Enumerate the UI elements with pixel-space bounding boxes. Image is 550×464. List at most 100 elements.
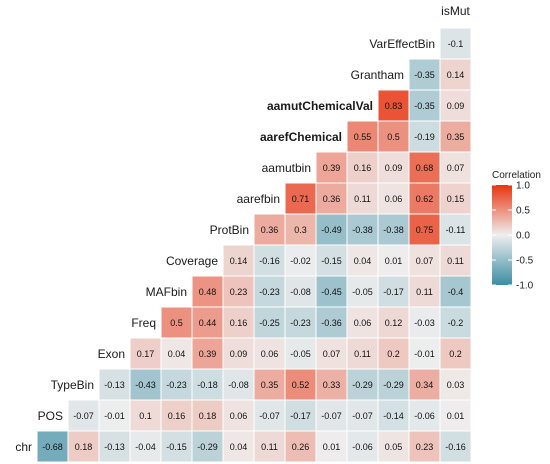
cell-value-label: 0.06 [261,349,279,359]
cell-value-label: -0.23 [166,380,187,390]
heatmap-cell [439,244,472,277]
heatmap-cell [315,399,348,432]
heatmap-row-labels: VarEffectBin Grantham aamutChemicalVal aare… [15,37,435,454]
legend-tick-label: -0.5 [516,256,534,267]
cell-value-label: 0.04 [168,349,186,359]
heatmap-cell [191,306,224,339]
cell-value-label: -0.43 [135,380,156,390]
legend-tick-label: 0.5 [516,206,530,217]
cell-value-label: -0.05 [352,287,373,297]
cell-value-label: -0.03 [414,318,435,328]
cell-value-label: 0.11 [354,349,371,359]
cell-value-label: 0.03 [447,380,465,390]
heatmap-cell [98,368,131,401]
cell-value-label: -0.06 [352,442,373,452]
heatmap-cell [67,430,100,463]
row-label: Freq [131,316,156,330]
legend-tick-label: 0.0 [516,231,530,242]
cell-value-label: 0.11 [447,256,464,266]
cell-value-label: -0.07 [352,411,373,421]
cell-value-label: 0.04 [230,442,248,452]
cell-value-label: 0.16 [354,163,372,173]
cell-value-label: 0.11 [416,287,433,297]
heatmap-cell [315,182,348,215]
cell-value-label: 0.07 [416,256,434,266]
heatmap-cell [408,58,441,91]
heatmap-cell [346,368,379,401]
heatmap-cell [36,430,69,463]
heatmap-cell [129,337,162,370]
cell-value-label: 0.23 [230,287,248,297]
cell-value-label: 0.26 [292,442,310,452]
cell-value-label: -0.17 [383,287,404,297]
cell-value-label: -0.01 [104,411,125,421]
heatmap-cell [439,182,472,215]
heatmap-cell [160,306,193,339]
heatmap-cell [253,306,286,339]
cell-value-label: -0.45 [321,287,342,297]
cell-value-label: -0.01 [414,349,435,359]
heatmap-cell-labels: -0.1 -0.35 0.14 0.83 -0.35 0.09 0.55 0.5 -0.19 0.… [42,39,466,452]
heatmap-cell [222,306,255,339]
cell-value-label: -0.13 [104,380,125,390]
heatmap-cell [346,399,379,432]
cell-value-label: 0.01 [323,442,341,452]
heatmap-cell [160,399,193,432]
cell-value-label: 0.11 [261,442,278,452]
cell-value-label: -0.18 [197,380,218,390]
cell-value-label: 0.16 [168,411,186,421]
cell-value-label: -0.23 [290,318,311,328]
heatmap-cell [408,213,441,246]
heatmap-cell [377,306,410,339]
heatmap-cell [346,275,379,308]
cell-value-label: -0.05 [290,349,311,359]
cell-value-label: 0.1 [139,411,152,421]
cell-value-label: 0.39 [199,349,217,359]
cell-value-label: -0.17 [290,411,311,421]
row-label: aamutChemicalVal [267,99,373,113]
heatmap-cell [377,337,410,370]
cell-value-label: -0.15 [166,442,187,452]
heatmap-cell [346,151,379,184]
cell-value-label: -0.23 [259,287,280,297]
cell-value-label: -0.07 [73,411,94,421]
heatmap-cell [160,368,193,401]
heatmap-cell [408,368,441,401]
cell-value-label: 0.35 [447,132,465,142]
cell-value-label: 0.34 [416,380,434,390]
heatmap-cell [284,306,317,339]
heatmap-cell [377,368,410,401]
heatmap-cell [191,275,224,308]
row-label: MAFbin [146,285,187,299]
cell-value-label: -0.36 [321,318,342,328]
cell-value-label: -0.07 [259,411,280,421]
heatmap-cell [253,399,286,432]
row-label: ProtBin [210,223,249,237]
cell-value-label: 0.16 [230,318,248,328]
heatmap-cell [377,120,410,153]
cell-value-label: -0.29 [197,442,218,452]
heatmap-cell [253,368,286,401]
cell-value-label: -0.19 [414,132,435,142]
cell-value-label: 0.52 [292,380,310,390]
cell-value-label: 0.35 [261,380,279,390]
cell-value-label: 0.14 [230,256,248,266]
cell-value-label: -0.35 [414,101,435,111]
cell-value-label: 0.2 [387,349,400,359]
heatmap-cell [129,430,162,463]
cell-value-label: 0.33 [323,380,341,390]
heatmap-cell [346,430,379,463]
cell-value-label: 0.09 [447,101,465,111]
cell-value-label: 0.68 [416,163,434,173]
cell-value-label: -0.06 [414,411,435,421]
cell-value-label: 0.23 [416,442,434,452]
heatmap-cell [439,399,472,432]
heatmap-cell [160,430,193,463]
cell-value-label: 0.83 [385,101,403,111]
heatmap-cell [408,182,441,215]
heatmap-cell [377,399,410,432]
legend-colorbar [492,185,512,285]
heatmap-cell [439,27,472,60]
cell-value-label: 0.07 [323,349,341,359]
heatmap-cell [408,306,441,339]
